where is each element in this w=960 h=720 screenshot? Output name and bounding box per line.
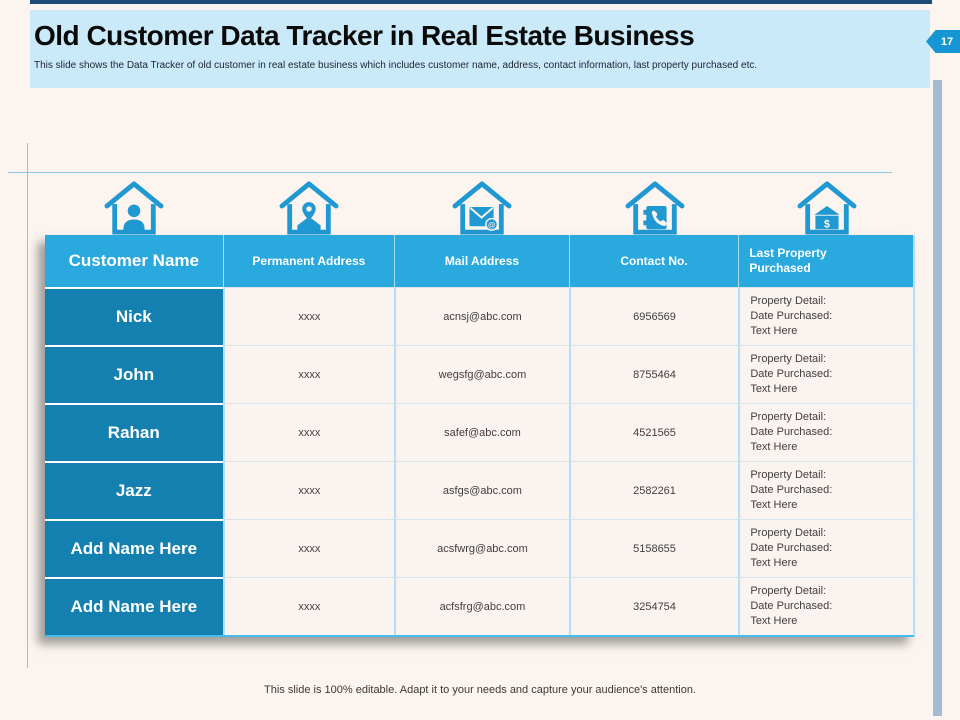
property-line: Date Purchased:: [750, 310, 833, 323]
mail-address-cell[interactable]: wegsfg@abc.com: [394, 345, 569, 403]
property-line: Text Here: [750, 382, 798, 395]
property-line: Date Purchased:: [750, 368, 833, 381]
decorative-horizontal-line: [8, 172, 892, 173]
contact-no-cell[interactable]: 6956569: [568, 287, 739, 345]
permanent-address-cell[interactable]: xxxx: [222, 345, 395, 403]
mail-address-cell[interactable]: acfsfrg@abc.com: [394, 577, 569, 635]
svg-text:$: $: [824, 218, 830, 230]
permanent-address-cell[interactable]: xxxx: [222, 519, 395, 577]
page-title[interactable]: Old Customer Data Tracker in Real Estate…: [34, 20, 695, 51]
customer-name-cell[interactable]: Nick: [45, 287, 223, 345]
header-permanent-address[interactable]: Permanent Address: [222, 235, 395, 287]
table-row: Nick xxxx acnsj@abc.com 6956569 Property…: [45, 287, 913, 345]
property-cell[interactable]: Property Detail: Date Purchased: Text He…: [738, 577, 913, 635]
header-customer-name[interactable]: Customer Name: [68, 251, 199, 270]
contact-no-cell[interactable]: 8755464: [568, 345, 739, 403]
svg-text:@: @: [488, 220, 496, 229]
table-row: John xxxx wegsfg@abc.com 8755464 Propert…: [45, 345, 913, 403]
right-side-bar: [933, 80, 942, 716]
permanent-address-cell[interactable]: xxxx: [222, 287, 395, 345]
contact-no-cell[interactable]: 5158655: [568, 519, 739, 577]
property-line: Date Purchased:: [750, 600, 833, 613]
customer-name-cell[interactable]: John: [45, 345, 223, 403]
column-icons-row: @ $: [45, 179, 915, 235]
table-row: Rahan xxxx safef@abc.com 4521565 Propert…: [45, 403, 913, 461]
property-line: Property Detail:: [750, 411, 827, 424]
customer-name-cell[interactable]: Jazz: [45, 461, 223, 519]
property-cell[interactable]: Property Detail: Date Purchased: Text He…: [738, 403, 913, 461]
header-last-property[interactable]: Last Property Purchased: [738, 235, 913, 287]
contact-no-cell[interactable]: 2582261: [568, 461, 739, 519]
property-line: Property Detail:: [750, 295, 827, 308]
table-row: Add Name Here xxxx acsfwrg@abc.com 51586…: [45, 519, 913, 577]
page-subtitle[interactable]: This slide shows the Data Tracker of old…: [34, 59, 758, 71]
title-band: Old Customer Data Tracker in Real Estate…: [30, 10, 930, 88]
property-line: Text Here: [750, 556, 798, 569]
customer-name-cell[interactable]: Add Name Here: [45, 519, 223, 577]
decorative-vertical-line: [27, 143, 28, 668]
property-line: Date Purchased:: [750, 484, 833, 497]
customer-data-table: Customer Name Permanent Address Mail Add…: [45, 235, 915, 637]
property-cell[interactable]: Property Detail: Date Purchased: Text He…: [738, 519, 913, 577]
property-line: Text Here: [750, 440, 798, 453]
mail-address-cell[interactable]: acnsj@abc.com: [394, 287, 569, 345]
header-mail-address[interactable]: Mail Address: [394, 235, 569, 287]
slide-number-badge: 17: [926, 30, 960, 53]
property-line: Date Purchased:: [750, 542, 833, 555]
property-line: Text Here: [750, 614, 798, 627]
header-contact-no[interactable]: Contact No.: [568, 235, 739, 287]
header-last-property-label: Last Property Purchased: [749, 246, 827, 275]
permanent-address-cell[interactable]: xxxx: [222, 403, 395, 461]
table-header-row: Customer Name Permanent Address Mail Add…: [45, 235, 913, 287]
contact-no-cell[interactable]: 3254754: [568, 577, 739, 635]
customer-name-cell[interactable]: Add Name Here: [45, 577, 223, 635]
house-dollar-icon[interactable]: $: [740, 179, 915, 235]
table-row: Jazz xxxx asfgs@abc.com 2582261 Property…: [45, 461, 913, 519]
mail-address-cell[interactable]: asfgs@abc.com: [394, 461, 569, 519]
property-line: Date Purchased:: [750, 426, 833, 439]
property-line: Property Detail:: [750, 527, 827, 540]
property-line: Property Detail:: [750, 469, 827, 482]
permanent-address-cell[interactable]: xxxx: [222, 461, 395, 519]
top-accent-strip: [30, 0, 932, 4]
mail-address-cell[interactable]: safef@abc.com: [394, 403, 569, 461]
house-location-icon[interactable]: [223, 179, 395, 235]
house-phone-icon[interactable]: [570, 179, 740, 235]
property-cell[interactable]: Property Detail: Date Purchased: Text He…: [738, 287, 913, 345]
house-person-icon[interactable]: [45, 179, 223, 235]
property-line: Text Here: [750, 498, 798, 511]
permanent-address-cell[interactable]: xxxx: [222, 577, 395, 635]
mail-address-cell[interactable]: acsfwrg@abc.com: [394, 519, 569, 577]
house-mail-icon[interactable]: @: [395, 179, 570, 235]
property-cell[interactable]: Property Detail: Date Purchased: Text He…: [738, 461, 913, 519]
customer-name-cell[interactable]: Rahan: [45, 403, 223, 461]
property-line: Property Detail:: [750, 585, 827, 598]
editable-note: This slide is 100% editable. Adapt it to…: [264, 684, 696, 696]
contact-no-cell[interactable]: 4521565: [568, 403, 739, 461]
property-line: Text Here: [750, 324, 798, 337]
table-row: Add Name Here xxxx acfsfrg@abc.com 32547…: [45, 577, 913, 635]
property-cell[interactable]: Property Detail: Date Purchased: Text He…: [738, 345, 913, 403]
property-line: Property Detail:: [750, 353, 827, 366]
